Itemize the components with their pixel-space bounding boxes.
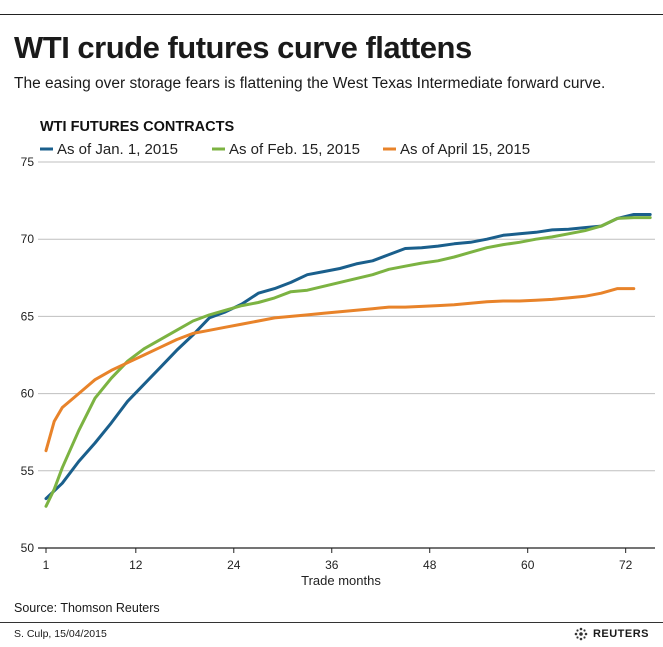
reuters-logo-text: REUTERS [592,628,649,640]
top-rule [0,14,663,15]
x-tick-label: 72 [619,558,633,572]
y-tick-label: 75 [21,155,35,169]
legend: As of Jan. 1, 2015 As of Feb. 15, 2015 As … [40,141,530,158]
series-lines [44,213,652,508]
y-tick-label: 60 [21,387,35,401]
series-line-3 [44,287,636,453]
chart-title: WTI crude futures curve flattens [14,30,472,65]
x-axis: 1 12 24 36 48 60 72 [38,547,655,572]
x-tick-label: 60 [521,558,535,572]
x-tick-label: 24 [227,558,241,572]
reuters-logo: REUTERS [573,626,649,642]
x-axis-label: Trade months [301,573,381,588]
line-chart: WTI FUTURES CONTRACTS As of Jan. 1, 2015… [21,119,655,588]
chart-subtitle: The easing over storage fears is flatten… [14,75,606,92]
legend-label-2: As of Feb. 15, 2015 [229,141,360,158]
series-line-2 [44,216,652,508]
reuters-logo-icon [574,627,588,641]
source-note: Source: Thomson Reuters [14,601,160,615]
bottom-rule [0,622,663,623]
credit-line: S. Culp, 15/04/2015 [14,628,107,640]
y-tick-label: 50 [21,541,35,555]
section-label: WTI FUTURES CONTRACTS [40,119,234,135]
x-tick-label: 48 [423,558,437,572]
legend-label-3: As of April 15, 2015 [400,141,530,158]
y-axis: 50 55 60 65 70 75 [21,155,35,555]
legend-label-1: As of Jan. 1, 2015 [57,141,178,158]
x-tick-label: 12 [129,558,143,572]
x-tick-label: 36 [325,558,339,572]
series-line-1 [44,213,652,501]
y-tick-label: 70 [21,232,35,246]
grid-lines [38,161,655,472]
x-tick-label: 1 [43,558,50,572]
y-tick-label: 55 [21,464,35,478]
y-tick-label: 65 [21,309,35,323]
